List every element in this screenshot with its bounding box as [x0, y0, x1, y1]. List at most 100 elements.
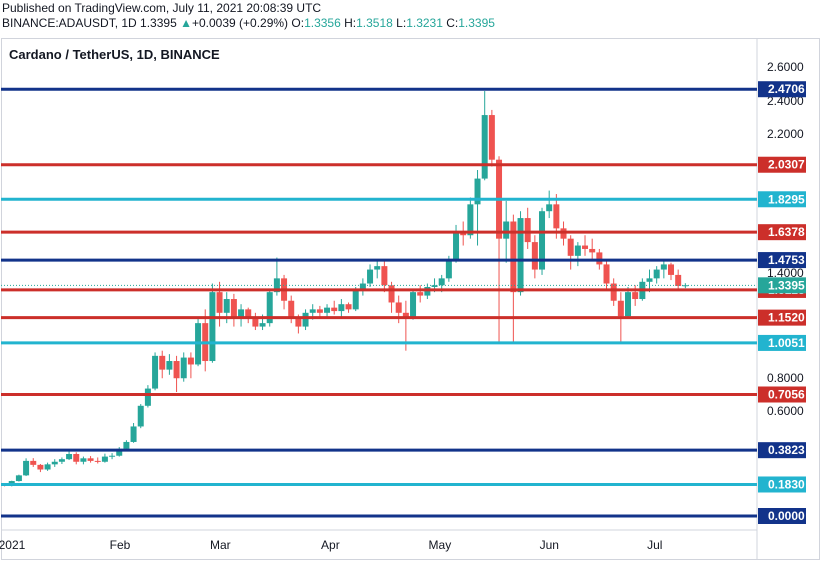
candle-body [209, 292, 216, 362]
candle-body [87, 458, 94, 461]
level-label-box [758, 442, 806, 459]
candle-body [603, 264, 610, 284]
candle-body [94, 460, 101, 462]
high-value: 1.3518 [356, 16, 393, 30]
candle-body [252, 317, 259, 327]
candle-body [58, 459, 65, 462]
level-label: 1.8295 [768, 192, 805, 206]
price-tick-label: 2.4000 [767, 94, 804, 108]
candle-body [15, 475, 22, 482]
candle-body [582, 245, 589, 249]
candle-body [410, 292, 417, 318]
candle-body [503, 221, 510, 239]
candle-body [66, 454, 73, 460]
candle-body [173, 361, 180, 379]
low-value: 1.3231 [406, 16, 443, 30]
candle-body [259, 323, 266, 327]
candle-body [288, 300, 295, 318]
candle-body [316, 309, 323, 313]
candle-body [488, 115, 495, 160]
candle-body [467, 204, 474, 236]
candle-body [668, 264, 675, 275]
price-tick-label: 0.6000 [767, 404, 804, 418]
price-tick-label: 2.6000 [767, 60, 804, 74]
candle-body [30, 460, 37, 465]
level-label-box [758, 224, 806, 241]
level-label-box [758, 252, 806, 269]
ohlc-legend: BINANCE:ADAUSDT, 1D 1.3395 ▲+0.0039 (+0.… [2, 16, 495, 30]
level-label: 0.7056 [768, 387, 805, 401]
level-label: 1.6378 [768, 225, 805, 239]
candle-body [589, 248, 596, 253]
low-label: L: [396, 16, 407, 30]
price-tick-label: 0.8000 [767, 371, 804, 385]
candle-body [481, 115, 488, 179]
candle-body [187, 357, 194, 365]
candle-body [510, 221, 517, 293]
candle-body [345, 304, 352, 310]
chart-title: Cardano / TetherUS, 1D, BINANCE [9, 47, 220, 62]
open-value: 1.3356 [304, 16, 341, 30]
time-tick-label: Jun [540, 538, 559, 552]
candle-body [152, 355, 159, 389]
close-value: 1.3395 [458, 16, 495, 30]
level-label: 0.3823 [768, 443, 805, 457]
candle-body [166, 361, 173, 370]
candle-body [574, 245, 581, 256]
level-label: 0.0000 [768, 509, 805, 523]
change-arrow-icon: ▲ [180, 16, 192, 30]
candle-body [338, 304, 345, 312]
candle-body [23, 460, 30, 476]
candle-body [675, 274, 682, 286]
time-tick-label: 2021 [0, 538, 26, 552]
last-price: 1.3395 [140, 16, 177, 30]
price-tick-label: 2.2000 [767, 127, 804, 141]
candle-body [531, 242, 538, 270]
current-price-label: 1.3395 [768, 278, 805, 292]
level-label: 0.1830 [768, 477, 805, 491]
candle-body [453, 231, 460, 260]
candle-body [116, 448, 123, 456]
candle-body [374, 266, 381, 270]
candle-body [245, 309, 252, 318]
level-label-box [758, 191, 806, 208]
candle-body [73, 454, 80, 462]
candle-body [517, 218, 524, 293]
candle-body [101, 456, 108, 462]
level-label-box [758, 334, 806, 351]
level-label-box [758, 476, 806, 493]
time-tick-label: Jul [647, 538, 662, 552]
candle-body [352, 290, 359, 310]
candle-body [417, 292, 424, 296]
candle-body [553, 204, 560, 229]
candle-body [324, 307, 331, 313]
open-label: O: [291, 16, 305, 30]
candle-body [431, 285, 438, 287]
candle-body [216, 292, 223, 313]
candle-body [302, 312, 309, 327]
candle-body [144, 388, 151, 406]
candle-body [539, 211, 546, 270]
candle-body [610, 283, 617, 301]
candle-body [524, 218, 531, 243]
candle-body [653, 269, 660, 279]
high-label: H: [344, 16, 357, 30]
candle-body [388, 285, 395, 303]
candle-body [438, 278, 445, 286]
candle-body [309, 309, 316, 313]
current-price-box [758, 277, 806, 294]
candle-body [546, 204, 553, 212]
candle-body [273, 278, 280, 293]
candle-body [402, 312, 409, 318]
candle-body [331, 307, 338, 312]
level-label-box [758, 156, 806, 173]
published-line: Published on TradingView.com, July 11, 2… [2, 1, 322, 15]
time-axis[interactable]: 2021 Feb Mar Apr May Jun Jul [0, 538, 662, 552]
candle-body [395, 302, 402, 313]
candle-body [159, 355, 166, 370]
candle-body [223, 299, 230, 313]
level-label: 1.4753 [768, 253, 805, 267]
candle-body [646, 278, 653, 282]
level-label-box [758, 508, 806, 524]
